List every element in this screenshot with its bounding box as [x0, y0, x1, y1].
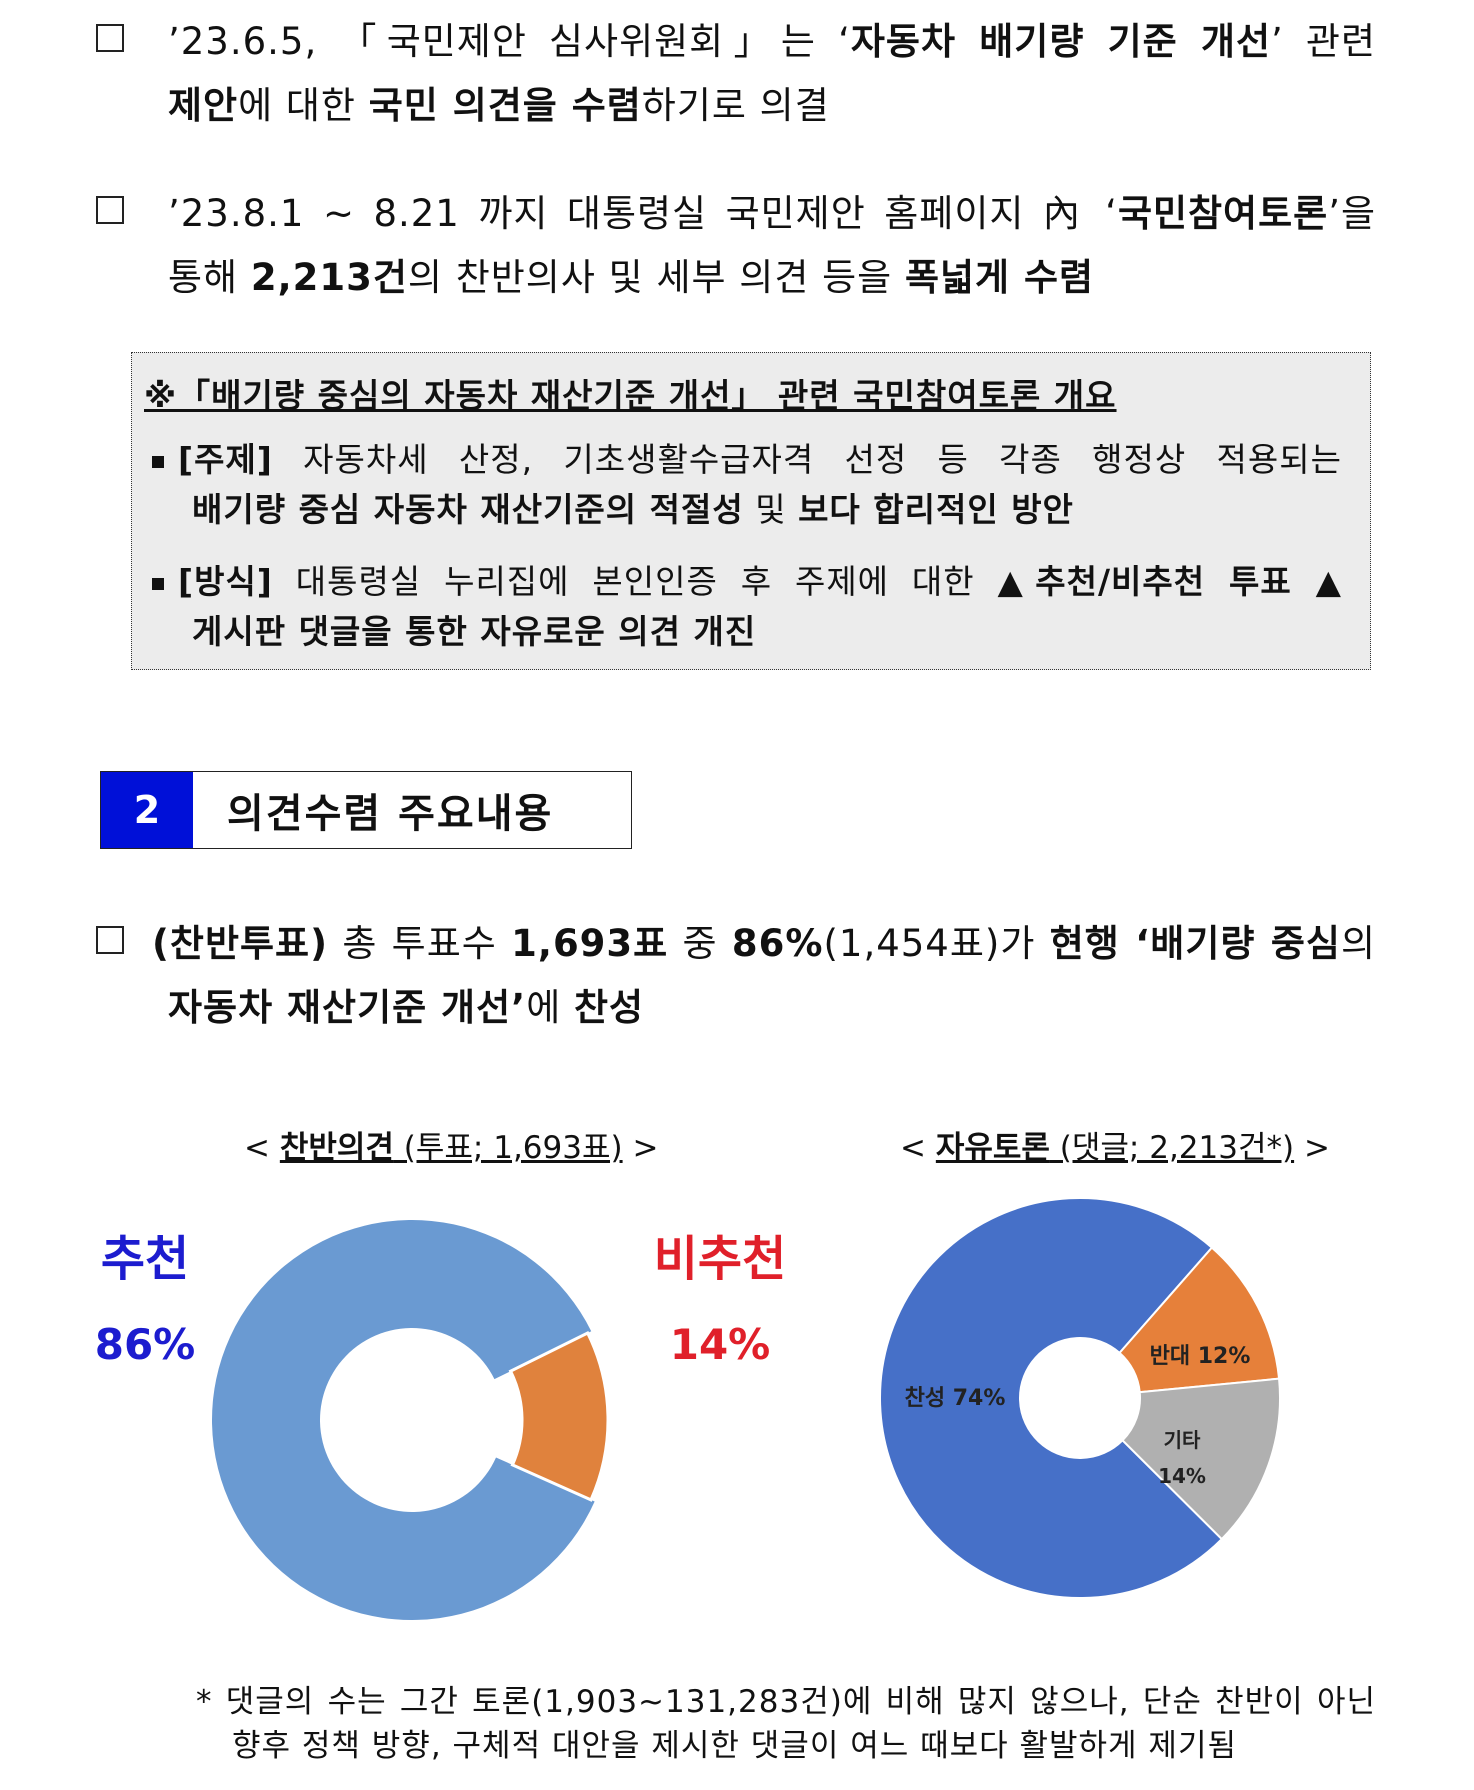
donut-label-recommend: 추천	[101, 1231, 189, 1287]
overview-title: ※「배기량 중심의 자동차 재산기준 개선」 관련 국민참여토론 개요	[144, 376, 1117, 415]
section-number: 2	[101, 772, 193, 848]
vote-donut-chart: 추천 86% 비추천 14%	[95, 1219, 786, 1620]
paragraph-line: ’23.8.1 ~ 8.21 까지 대통령실 국민제안 홈페이지 內 ‘국민참여…	[168, 192, 1376, 235]
donut-value-not-recommend: 14%	[670, 1320, 771, 1369]
paragraph-public-discussion: ’23.8.1 ~ 8.21 까지 대통령실 국민제안 홈페이지 內 ‘국민참여…	[96, 182, 1376, 310]
paragraph-proposal-review: ’23.6.5, 「국민제안 심사위원회」는 ‘자동차 배기량 기준 개선’ 관…	[96, 10, 1376, 138]
paragraph-line: ’23.6.5, 「국민제안 심사위원회」는 ‘자동차 배기량 기준 개선’ 관…	[168, 20, 1377, 63]
donut-label-disagree: 반대 12%	[1150, 1344, 1251, 1369]
donut-label-other: 기타	[1164, 1428, 1201, 1452]
checkbox-bullet-icon	[96, 24, 124, 52]
footnote-line: * 댓글의 수는 그간 토론(1,903~131,283건)에 비해 많지 않으…	[196, 1684, 1376, 1720]
left-chart-title: < 찬반의견 (투표; 1,693표) >	[244, 1130, 659, 1166]
checkbox-bullet-icon	[96, 926, 124, 954]
paragraph-line: 제안에 대한 국민 의견을 수렴하기로 의결	[168, 84, 830, 127]
donut-label-not-recommend: 비추천	[654, 1231, 786, 1287]
donut-slice-agree	[880, 1197, 1224, 1599]
footnote: * 댓글의 수는 그간 토론(1,903~131,283건)에 비해 많지 않으…	[196, 1680, 1376, 1768]
donut-label-agree: 찬성 74%	[905, 1386, 1006, 1411]
comment-donut-chart: 찬성 74% 반대 12% 기타 14%	[880, 1197, 1281, 1599]
section-title: 의견수렴 주요내용	[227, 791, 554, 837]
donut-slice-not-recommend	[508, 1331, 610, 1502]
square-bullet-icon	[152, 577, 164, 590]
donut-slice-disagree	[1118, 1246, 1281, 1394]
donut-value-recommend: 86%	[95, 1320, 196, 1369]
square-bullet-icon	[152, 455, 164, 468]
donut-slice-other	[1121, 1377, 1281, 1541]
donut-value-other: 14%	[1158, 1464, 1206, 1488]
paragraph-line: 통해 2,213건의 찬반의사 및 세부 의견 등을 폭넓게 수렴	[168, 256, 1095, 299]
checkbox-bullet-icon	[96, 196, 124, 224]
footnote-line: 향후 정책 방향, 구체적 대안을 제시한 댓글이 여느 때보다 활발하게 제기…	[232, 1728, 1237, 1764]
discussion-overview-box: ※「배기량 중심의 자동차 재산기준 개선」 관련 국민참여토론 개요 [주제]…	[131, 352, 1371, 670]
section-header: 2 의견수렴 주요내용	[100, 771, 632, 849]
paragraph-line: (찬반투표) 총 투표수 1,693표 중 86%(1,454표)가 현행 ‘배…	[152, 922, 1376, 965]
paragraph-line: 자동차 재산기준 개선’에 찬성	[168, 986, 645, 1029]
overview-item-topic: [주제] 자동차세 산정, 기초생활수급자격 선정 등 각종 행정상 적용되는 …	[152, 435, 1342, 535]
right-chart-title: < 자유토론 (댓글; 2,213건*) >	[900, 1130, 1330, 1166]
donut-slice-recommend	[212, 1219, 595, 1620]
paragraph-vote-result: (찬반투표) 총 투표수 1,693표 중 86%(1,454표)가 현행 ‘배…	[96, 912, 1376, 1040]
overview-item-method: [방식] 대통령실 누리집에 본인인증 후 주제에 대한 ▲추천/비추천 투표 …	[152, 557, 1342, 657]
